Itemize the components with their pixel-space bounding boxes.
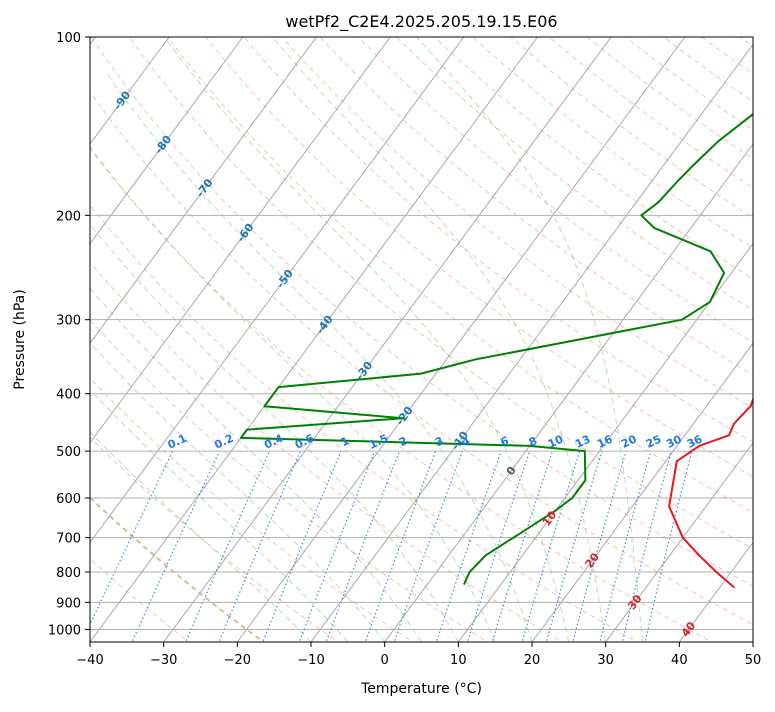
isotherm-line bbox=[90, 37, 538, 642]
dry-adiabat bbox=[90, 319, 489, 642]
isotherm-line bbox=[90, 37, 391, 444]
dry-adiabat bbox=[90, 147, 713, 642]
y-tick-label: 900 bbox=[56, 596, 81, 611]
mixing-ratio-line bbox=[325, 450, 401, 642]
x-tick-label: −10 bbox=[297, 653, 324, 668]
moist-adiabat bbox=[272, 37, 607, 642]
mixing-ratio-line bbox=[131, 450, 221, 642]
y-tick-label: 1000 bbox=[48, 623, 81, 638]
dry-adiabat bbox=[205, 37, 753, 478]
moist-adiabat bbox=[90, 389, 349, 642]
y-tick-label: 400 bbox=[56, 388, 81, 403]
isotherm-line bbox=[531, 342, 753, 642]
dry-adiabat bbox=[510, 37, 753, 219]
chart-title: wetPf2_C2E4.2025.205.19.15.E06 bbox=[285, 12, 557, 32]
dry-adiabat bbox=[90, 436, 340, 642]
mixing-ratio-label: 36 bbox=[685, 432, 705, 450]
mixing-ratio-label: 25 bbox=[644, 433, 663, 451]
dry-adiabat bbox=[90, 261, 564, 642]
isotherm-line bbox=[605, 441, 753, 642]
x-tick-label: 40 bbox=[671, 653, 688, 668]
dry-adiabat bbox=[128, 37, 753, 550]
y-axis-label: Pressure (hPa) bbox=[12, 289, 28, 389]
x-tick-label: 20 bbox=[524, 653, 541, 668]
isotherm-line bbox=[90, 37, 465, 544]
dry-adiabat bbox=[281, 37, 753, 409]
x-tick-label: −40 bbox=[76, 653, 103, 668]
mixing-ratio-line bbox=[218, 450, 301, 642]
mixing-ratio-line bbox=[491, 450, 554, 642]
mixing-ratio-line bbox=[185, 450, 271, 642]
moist-adiabat bbox=[416, 37, 643, 642]
y-tick-label: 100 bbox=[56, 31, 81, 46]
x-tick-label: −30 bbox=[150, 653, 177, 668]
isotherm-line bbox=[90, 37, 244, 245]
x-axis-label: Temperature (°C) bbox=[360, 681, 482, 697]
isotherm-line bbox=[90, 37, 317, 345]
moist-adiabat bbox=[105, 72, 533, 642]
temperature-profile bbox=[668, 396, 753, 589]
mixing-ratio-label: 20 bbox=[619, 432, 639, 450]
x-tick-label: −20 bbox=[224, 653, 251, 668]
y-tick-label: 800 bbox=[56, 566, 81, 581]
dry-adiabat bbox=[624, 37, 753, 131]
mixing-ratio-line bbox=[262, 450, 342, 642]
x-tick-label: 0 bbox=[381, 653, 389, 668]
moist-adiabat bbox=[90, 341, 386, 642]
mixing-ratio-line bbox=[644, 450, 693, 642]
y-tick-label: 200 bbox=[56, 209, 81, 224]
dry-adiabat bbox=[472, 37, 753, 249]
dry-adiabat bbox=[90, 496, 266, 642]
x-tick-label: 30 bbox=[597, 653, 614, 668]
dry-adiabat bbox=[243, 37, 753, 443]
mixing-ratio-line bbox=[545, 450, 603, 642]
x-tick-label: 50 bbox=[745, 653, 762, 668]
isotherm-line bbox=[457, 242, 753, 642]
moist-adiabat bbox=[90, 287, 422, 642]
moist-adiabat bbox=[164, 37, 570, 642]
mixing-ratio-label: 10 bbox=[546, 432, 566, 450]
dewpoint-profile bbox=[239, 112, 753, 585]
dry-adiabat bbox=[90, 37, 753, 587]
x-tick-label: 10 bbox=[450, 653, 467, 668]
dry-adiabat bbox=[90, 91, 753, 626]
y-tick-label: 500 bbox=[56, 445, 81, 460]
y-tick-label: 300 bbox=[56, 314, 81, 329]
mixing-ratio-line bbox=[298, 450, 376, 642]
y-tick-label: 700 bbox=[56, 532, 81, 547]
mixing-ratio-line bbox=[572, 450, 627, 642]
isotherm-line bbox=[310, 43, 753, 642]
isotherm-line bbox=[384, 143, 753, 642]
mixing-ratio-label: 16 bbox=[595, 432, 615, 450]
mixing-ratio-label: 30 bbox=[664, 432, 684, 450]
isotherm-line bbox=[236, 37, 686, 642]
y-tick-label: 600 bbox=[56, 492, 81, 507]
mixing-ratio-line bbox=[621, 450, 672, 642]
dry-adiabat bbox=[166, 37, 753, 514]
dry-adiabat bbox=[90, 204, 639, 642]
plot-frame bbox=[89, 36, 754, 643]
isotherm-line bbox=[163, 37, 612, 642]
mixing-ratio-line bbox=[521, 450, 581, 642]
mixing-ratio-line bbox=[599, 450, 652, 642]
dry-adiabat bbox=[357, 37, 753, 343]
isotherm-line bbox=[90, 37, 170, 145]
mixing-ratio-label: 13 bbox=[573, 433, 592, 451]
moist-adiabat bbox=[90, 223, 459, 642]
